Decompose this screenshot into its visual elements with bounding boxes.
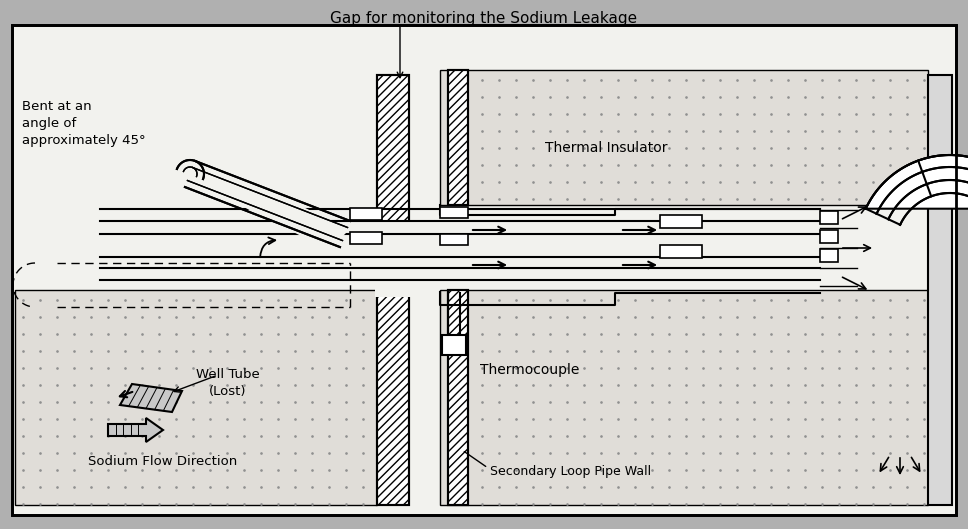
Bar xyxy=(440,234,468,245)
Text: Thermal Insulator: Thermal Insulator xyxy=(545,141,668,155)
Bar xyxy=(440,290,928,505)
Text: Well Tube
(Lost): Well Tube (Lost) xyxy=(197,368,259,398)
Bar xyxy=(350,208,382,220)
Bar xyxy=(448,290,468,505)
Bar xyxy=(448,70,468,205)
Text: Secondary Loop Pipe Wall: Secondary Loop Pipe Wall xyxy=(490,466,651,479)
Bar xyxy=(440,207,468,218)
Polygon shape xyxy=(865,155,968,209)
Polygon shape xyxy=(108,418,163,442)
Bar xyxy=(375,221,411,297)
Text: Gap for monitoring the Sodium Leakage: Gap for monitoring the Sodium Leakage xyxy=(330,11,638,25)
Bar xyxy=(820,230,838,243)
Bar xyxy=(448,70,468,205)
Text: Bent at an
angle of
approximately 45°: Bent at an angle of approximately 45° xyxy=(22,100,145,147)
Bar xyxy=(100,234,820,257)
Text: Thermocouple: Thermocouple xyxy=(480,363,580,377)
Bar xyxy=(448,290,468,505)
Polygon shape xyxy=(120,384,182,412)
Bar xyxy=(377,75,409,505)
Bar xyxy=(350,232,382,244)
Bar xyxy=(15,290,377,505)
Bar xyxy=(928,75,952,505)
Bar xyxy=(377,75,409,505)
Bar xyxy=(442,335,466,355)
Bar xyxy=(820,249,838,262)
Bar xyxy=(660,245,702,258)
Bar xyxy=(440,70,928,205)
Bar xyxy=(820,211,838,224)
Bar xyxy=(660,215,702,228)
Polygon shape xyxy=(186,158,349,250)
Text: Sodium Flow Direction: Sodium Flow Direction xyxy=(88,455,237,468)
